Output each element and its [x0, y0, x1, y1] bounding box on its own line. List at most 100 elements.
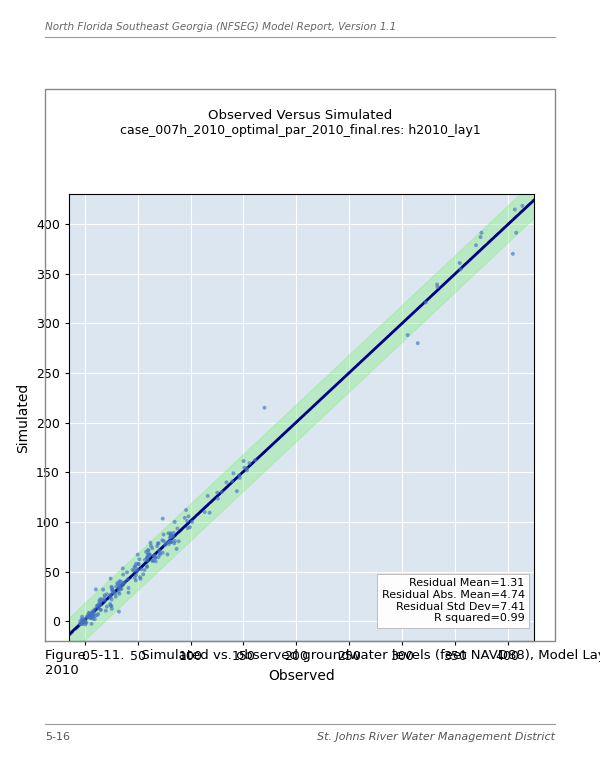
Point [75, 618, 85, 630]
Point [160, 539, 170, 552]
Point [96, 593, 106, 605]
Point [83, 611, 92, 624]
Point [166, 528, 176, 541]
Y-axis label: Simulated: Simulated [17, 382, 31, 453]
Point [235, 472, 244, 484]
Point [155, 545, 164, 557]
Point [163, 548, 172, 560]
Point [102, 588, 112, 601]
Point [143, 544, 153, 556]
Point [79, 616, 89, 629]
Point [148, 555, 157, 567]
Point [88, 610, 98, 622]
Point [174, 535, 184, 548]
Point [77, 613, 86, 625]
Point [250, 454, 260, 466]
Point [77, 611, 87, 623]
Point [106, 573, 115, 585]
Point [101, 605, 110, 617]
Point [107, 584, 117, 596]
Point [100, 594, 109, 607]
Point [403, 329, 412, 341]
Point [145, 549, 154, 561]
Point [167, 536, 176, 549]
Point [93, 599, 103, 611]
Point [94, 602, 103, 615]
Point [108, 584, 118, 596]
Point [134, 553, 144, 566]
Point [131, 569, 141, 581]
Point [185, 521, 194, 533]
Point [235, 469, 244, 481]
Point [132, 563, 142, 576]
Point [455, 256, 464, 269]
Point [94, 594, 104, 607]
X-axis label: Observed: Observed [268, 668, 335, 683]
Point [133, 558, 143, 570]
Point [92, 600, 101, 612]
Point [85, 611, 94, 623]
Point [227, 476, 237, 488]
Point [432, 278, 442, 291]
Point [136, 563, 146, 576]
Point [142, 551, 152, 563]
Point [87, 608, 97, 620]
Point [508, 248, 518, 260]
Point [107, 581, 116, 594]
Point [114, 605, 124, 618]
Point [86, 608, 95, 621]
Point [86, 611, 96, 624]
Text: Residual Mean=1.31
Residual Abs. Mean=4.74
Residual Std Dev=7.41
R squared=0.99: Residual Mean=1.31 Residual Abs. Mean=4.… [382, 578, 525, 623]
Point [78, 618, 88, 630]
Point [118, 577, 127, 589]
Point [145, 549, 155, 561]
Point [79, 613, 89, 625]
Point [98, 594, 107, 606]
Point [77, 615, 87, 628]
Point [116, 582, 125, 594]
Point [155, 547, 164, 559]
Point [108, 586, 118, 598]
Point [130, 560, 140, 573]
Point [115, 583, 125, 595]
Point [84, 611, 94, 623]
Point [109, 586, 118, 598]
Point [155, 549, 165, 561]
Point [510, 204, 520, 216]
Point [102, 601, 112, 613]
Point [213, 493, 223, 505]
Point [88, 605, 97, 618]
Point [151, 556, 160, 568]
Point [518, 200, 527, 212]
Point [118, 579, 128, 591]
Point [105, 598, 115, 610]
Point [134, 558, 143, 570]
Point [90, 610, 100, 622]
Point [86, 609, 96, 622]
Point [95, 597, 104, 609]
Point [80, 618, 90, 631]
Point [113, 578, 123, 591]
Point [144, 550, 154, 563]
Point [165, 535, 175, 548]
Point [130, 561, 139, 573]
Point [153, 538, 163, 550]
Point [163, 536, 172, 549]
Point [148, 542, 157, 555]
Point [87, 618, 97, 630]
Point [245, 457, 254, 469]
Point [112, 577, 122, 590]
Point [107, 593, 116, 605]
Point [88, 612, 98, 625]
Point [96, 595, 106, 608]
Point [143, 552, 152, 564]
Point [143, 554, 152, 566]
Point [166, 527, 176, 539]
Point [471, 239, 481, 252]
Point [130, 572, 140, 584]
Point [166, 535, 175, 548]
Point [140, 554, 149, 566]
Point [94, 598, 103, 611]
Point [84, 607, 94, 619]
Point [143, 548, 152, 560]
